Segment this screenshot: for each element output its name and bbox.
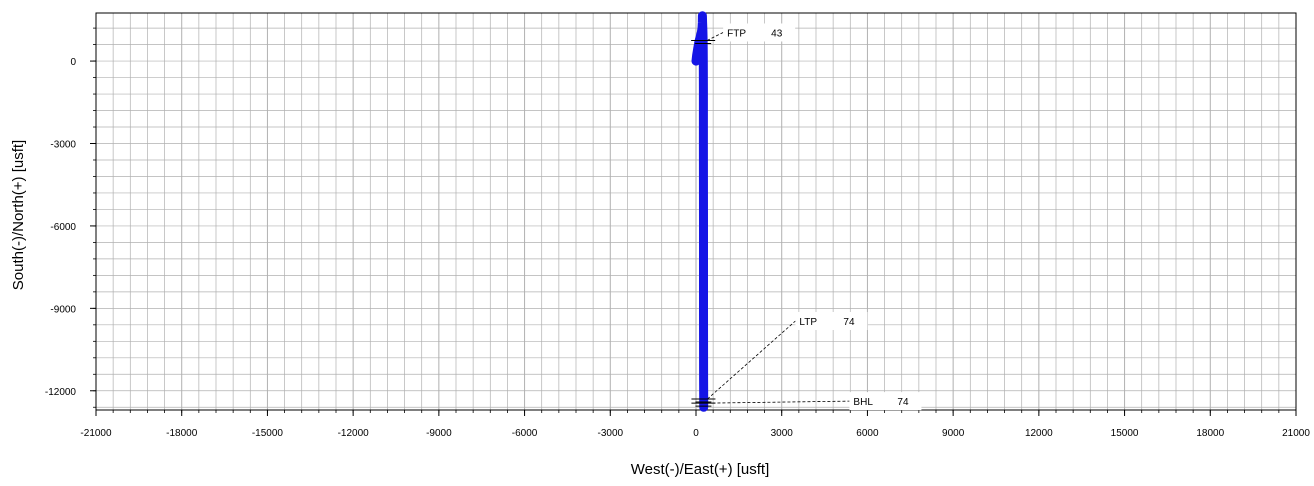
marker-leader bbox=[707, 320, 796, 400]
x-tick-label: -3000 bbox=[597, 428, 623, 439]
x-tick-label: 21000 bbox=[1282, 428, 1310, 439]
x-tick-label: -18000 bbox=[166, 428, 198, 439]
annotations: FTP 43 LTP 74 BHL 74 bbox=[691, 23, 922, 411]
marker-leader bbox=[707, 400, 850, 404]
marker-value: 74 bbox=[897, 397, 909, 408]
y-axis-title: South(-)/North(+) [usft] bbox=[10, 140, 27, 290]
x-tick-label: 9000 bbox=[942, 428, 965, 439]
x-tick-label: -15000 bbox=[252, 428, 284, 439]
y-tick-label: -12000 bbox=[45, 387, 77, 398]
marker-leader bbox=[706, 32, 724, 41]
marker-label-box bbox=[795, 312, 868, 331]
x-tick-label: -9000 bbox=[426, 428, 452, 439]
marker-label-box bbox=[723, 23, 796, 42]
x-tick-label: 18000 bbox=[1196, 428, 1224, 439]
series-layer bbox=[691, 11, 709, 412]
y-tick-label: -6000 bbox=[50, 222, 76, 233]
grid bbox=[95, 13, 1297, 410]
x-tick-label: 0 bbox=[693, 428, 699, 439]
marker-value: 43 bbox=[771, 28, 783, 39]
x-tick-label: 3000 bbox=[771, 428, 794, 439]
marker-name: LTP bbox=[799, 317, 817, 328]
x-tick-label: 6000 bbox=[856, 428, 879, 439]
marker-name: FTP bbox=[727, 28, 746, 39]
x-tick-label: 15000 bbox=[1111, 428, 1139, 439]
marker-name: BHL bbox=[853, 397, 873, 408]
well-path-line bbox=[691, 11, 709, 412]
x-tick-label: -21000 bbox=[80, 428, 112, 439]
marker-value: 74 bbox=[843, 317, 855, 328]
x-tick-label: -12000 bbox=[338, 428, 370, 439]
y-tick-label: -3000 bbox=[50, 140, 76, 151]
y-tick-label: 0 bbox=[70, 57, 76, 68]
x-tick-label: -6000 bbox=[512, 428, 538, 439]
y-tick-label: -9000 bbox=[50, 304, 76, 315]
marker-label-box bbox=[849, 392, 922, 411]
axes: -21000 -18000 -15000 -12000 -9000 -6000 -3000 0… bbox=[45, 12, 1310, 439]
x-tick-label: 12000 bbox=[1025, 428, 1053, 439]
x-axis-title: West(-)/East(+) [usft] bbox=[631, 461, 770, 478]
